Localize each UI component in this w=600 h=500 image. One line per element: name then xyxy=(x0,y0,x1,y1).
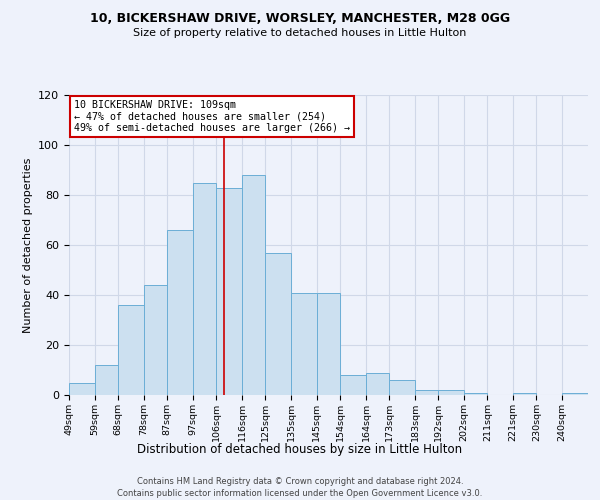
Bar xyxy=(69,382,95,395)
Bar xyxy=(389,380,415,395)
Bar xyxy=(513,392,536,395)
Bar xyxy=(118,305,144,395)
Bar xyxy=(340,375,366,395)
Text: 10 BICKERSHAW DRIVE: 109sqm
← 47% of detached houses are smaller (254)
49% of se: 10 BICKERSHAW DRIVE: 109sqm ← 47% of det… xyxy=(74,100,350,133)
Text: Size of property relative to detached houses in Little Hulton: Size of property relative to detached ho… xyxy=(133,28,467,38)
Bar xyxy=(144,285,167,395)
Bar xyxy=(464,392,487,395)
Text: Distribution of detached houses by size in Little Hulton: Distribution of detached houses by size … xyxy=(137,442,463,456)
Bar xyxy=(265,252,291,395)
Text: Contains public sector information licensed under the Open Government Licence v3: Contains public sector information licen… xyxy=(118,489,482,498)
Bar xyxy=(167,230,193,395)
Bar xyxy=(291,292,317,395)
Bar xyxy=(242,175,265,395)
Bar xyxy=(95,365,118,395)
Bar xyxy=(438,390,464,395)
Text: 10, BICKERSHAW DRIVE, WORSLEY, MANCHESTER, M28 0GG: 10, BICKERSHAW DRIVE, WORSLEY, MANCHESTE… xyxy=(90,12,510,26)
Bar xyxy=(415,390,438,395)
Text: Contains HM Land Registry data © Crown copyright and database right 2024.: Contains HM Land Registry data © Crown c… xyxy=(137,478,463,486)
Bar xyxy=(216,188,242,395)
Bar xyxy=(193,182,216,395)
Bar xyxy=(366,372,389,395)
Bar xyxy=(562,392,588,395)
Bar xyxy=(317,292,340,395)
Y-axis label: Number of detached properties: Number of detached properties xyxy=(23,158,32,332)
